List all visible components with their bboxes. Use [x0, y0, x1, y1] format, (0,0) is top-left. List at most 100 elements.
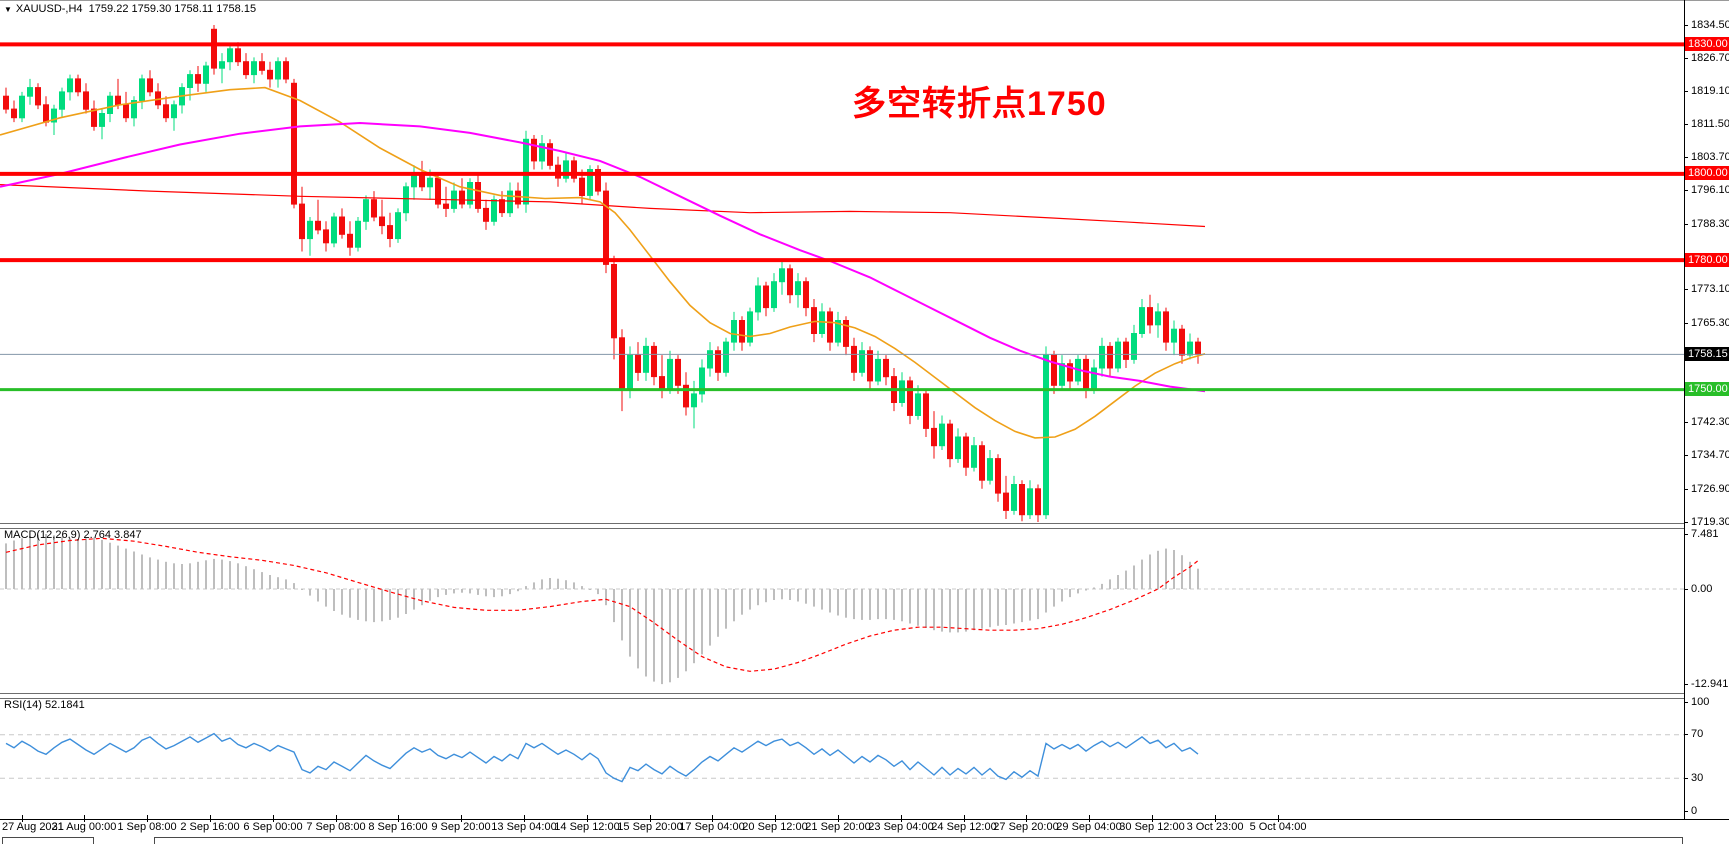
- candle-body: [115, 95, 121, 106]
- scrollbar-thumb[interactable]: [2, 837, 94, 844]
- time-axis-label: 31 Aug 00:00: [51, 821, 117, 833]
- price-axis-label: 1742.30: [1691, 416, 1729, 428]
- macd-panel[interactable]: [0, 527, 1684, 693]
- macd-histogram-bar: [1061, 589, 1063, 602]
- candle-body: [11, 108, 17, 119]
- macd-histogram-bar: [693, 589, 695, 664]
- macd-histogram-bar: [1045, 589, 1047, 613]
- candle-body: [291, 82, 297, 205]
- price-axis-label: 70: [1691, 728, 1704, 740]
- candle-body: [339, 216, 345, 235]
- candle-body: [979, 445, 985, 481]
- macd-histogram-bar: [477, 589, 479, 595]
- candle-body: [795, 281, 801, 296]
- price-axis-label: 1773.10: [1691, 283, 1729, 295]
- chart-annotation-text[interactable]: 多空转折点1750: [852, 85, 1107, 123]
- macd-histogram-bar: [557, 578, 559, 589]
- candle-body: [963, 436, 969, 468]
- scrollbar-track[interactable]: [154, 837, 1683, 844]
- candle-body: [739, 320, 745, 343]
- candle-body: [299, 203, 305, 240]
- macd-histogram-bar: [117, 545, 119, 589]
- symbol-name: XAUUSD-,H4: [15, 3, 83, 15]
- macd-histogram-bar: [141, 554, 143, 589]
- macd-histogram-bar: [533, 582, 535, 589]
- candle-body: [491, 199, 497, 222]
- panel-splitter-macd[interactable]: [0, 523, 1684, 529]
- macd-histogram-bar: [629, 589, 631, 657]
- macd-histogram-bar: [437, 589, 439, 598]
- macd-histogram-bar: [869, 589, 871, 620]
- macd-histogram-bar: [861, 589, 863, 620]
- macd-histogram-bar: [581, 586, 583, 589]
- macd-histogram-bar: [29, 536, 31, 589]
- axis-tick: [1684, 811, 1688, 812]
- macd-histogram-bar: [125, 548, 127, 589]
- macd-histogram-bar: [573, 582, 575, 589]
- candle-body: [955, 436, 961, 460]
- macd-histogram-bar: [885, 589, 887, 620]
- panel-splitter-rsi[interactable]: [0, 693, 1684, 699]
- candle-body: [523, 138, 529, 205]
- symbol-dropdown-icon[interactable]: ▼: [4, 5, 12, 14]
- macd-histogram-bar: [525, 586, 527, 589]
- price-axis-label: 100: [1691, 696, 1710, 708]
- macd-histogram-bar: [93, 537, 95, 589]
- candle-body: [35, 87, 41, 106]
- candle-body: [1131, 333, 1137, 360]
- macd-histogram-bar: [645, 589, 647, 677]
- macd-histogram-bar: [717, 589, 719, 637]
- macd-histogram-bar: [957, 589, 959, 633]
- candle-body: [75, 78, 81, 93]
- candle-body: [1163, 311, 1169, 343]
- macd-histogram-bar: [149, 557, 151, 589]
- candle-body: [531, 138, 537, 162]
- macd-histogram-bar: [1181, 555, 1183, 589]
- axis-tick: [1684, 489, 1688, 490]
- macd-histogram-bar: [373, 589, 375, 623]
- candle-body: [307, 220, 313, 240]
- macd-histogram-bar: [45, 534, 47, 589]
- candle-body: [1059, 363, 1065, 386]
- candle-body: [947, 423, 953, 460]
- candle-body: [915, 393, 921, 416]
- candle-body: [627, 354, 633, 391]
- time-axis-label: 1 Sep 08:00: [117, 821, 177, 833]
- macd-histogram-bar: [725, 589, 727, 629]
- macd-histogram-bar: [877, 589, 879, 620]
- candle-body: [803, 281, 809, 309]
- macd-histogram-bar: [685, 589, 687, 672]
- rsi-panel[interactable]: [0, 697, 1684, 819]
- macd-histogram-bar: [669, 589, 671, 683]
- macd-histogram-bar: [357, 589, 359, 620]
- macd-histogram-bar: [797, 589, 799, 602]
- candle-body: [867, 350, 873, 382]
- main-price-chart[interactable]: [0, 0, 1684, 523]
- candle-body: [939, 423, 945, 447]
- symbol-info-line: ▼ XAUUSD-,H4 1759.22 1759.30 1758.11 1758…: [4, 3, 256, 15]
- macd-histogram-bar: [781, 589, 783, 600]
- macd-histogram-bar: [813, 589, 815, 607]
- candle-body: [843, 320, 849, 347]
- macd-histogram-bar: [997, 589, 999, 626]
- candle-body: [931, 427, 937, 447]
- macd-histogram-bar: [269, 575, 271, 589]
- macd-histogram-bar: [229, 561, 231, 589]
- axis-tick: [1684, 224, 1688, 225]
- axis-tick: [1684, 323, 1688, 324]
- macd-histogram-bar: [909, 589, 911, 624]
- macd-histogram-bar: [421, 589, 423, 606]
- candle-body: [595, 169, 601, 192]
- candle-body: [763, 285, 769, 309]
- macd-histogram-bar: [749, 589, 751, 610]
- candle-body: [659, 376, 665, 391]
- level-price-box: 1800.00: [1685, 166, 1729, 180]
- macd-histogram-bar: [237, 563, 239, 589]
- macd-histogram-bar: [1005, 589, 1007, 625]
- macd-histogram-bar: [485, 589, 487, 597]
- axis-tick: [1684, 534, 1688, 535]
- candle-body: [371, 199, 377, 218]
- time-axis-label: 5 Oct 04:00: [1249, 821, 1307, 833]
- macd-histogram-bar: [621, 589, 623, 641]
- macd-histogram-bar: [789, 589, 791, 600]
